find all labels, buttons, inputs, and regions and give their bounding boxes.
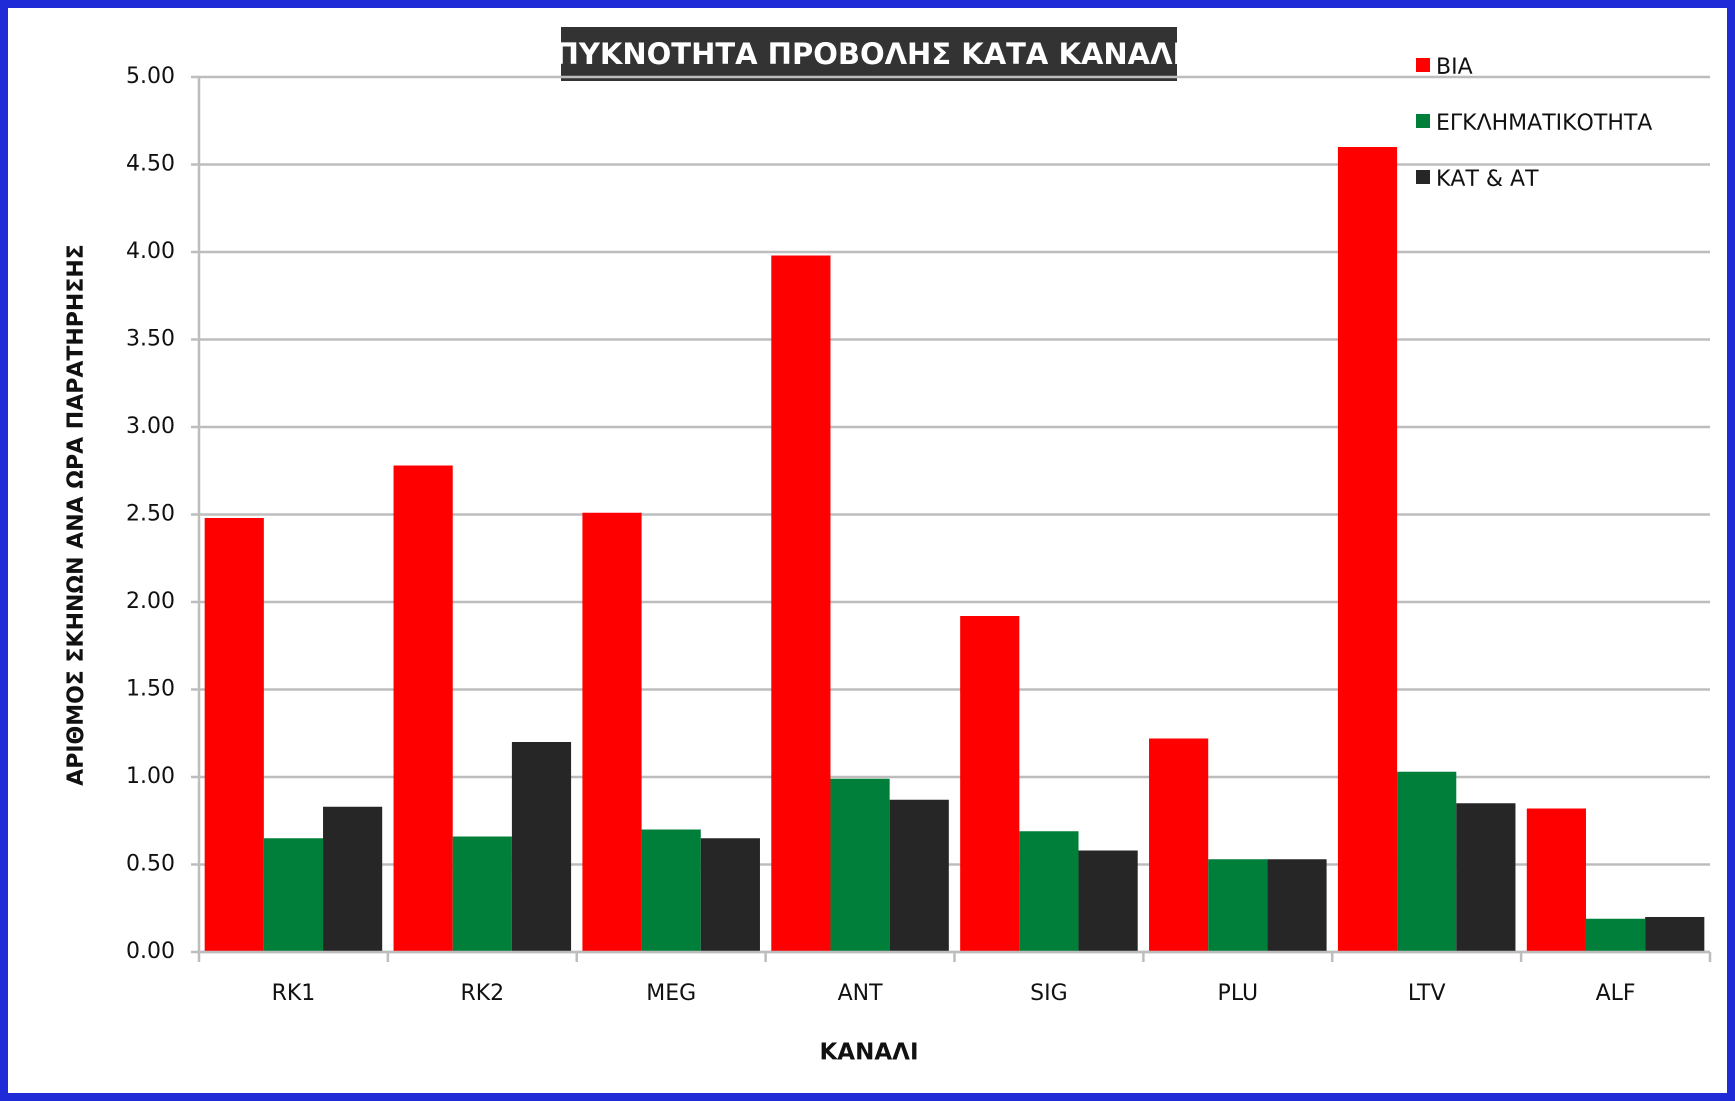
bar [889, 799, 949, 952]
legend-label: ΚΑΤ & ΑΤ [1436, 167, 1539, 192]
y-tick-label: 0.00 [126, 939, 175, 964]
bar [452, 836, 512, 952]
bar [1526, 808, 1586, 952]
bar [1337, 147, 1398, 952]
bar [1078, 850, 1138, 952]
bar [771, 255, 831, 952]
legend-swatch [1416, 114, 1430, 128]
y-tick-label: 4.50 [126, 152, 175, 177]
bar [1456, 803, 1516, 952]
bar [700, 838, 760, 952]
x-tick-label: ALF [1596, 981, 1636, 1006]
x-tick-label: PLU [1218, 981, 1259, 1006]
bar [263, 838, 324, 952]
bar [1149, 738, 1209, 952]
x-tick-label: ANT [838, 981, 884, 1006]
bar [204, 518, 264, 952]
bar [830, 778, 890, 952]
bar [393, 465, 453, 952]
bar [1267, 859, 1327, 952]
bar [582, 512, 642, 952]
bar [323, 806, 383, 952]
x-tick-label: RK1 [272, 981, 316, 1006]
legend-label: ΕΓΚΛΗΜΑΤΙΚΟΤΗΤΑ [1436, 111, 1652, 136]
legend-swatch [1416, 170, 1430, 184]
y-tick-label: 2.00 [126, 589, 175, 614]
chart-title: ΠΥΚΝΟΤΗΤΑ ΠΡΟΒΟΛΗΣ ΚΑΤΑ ΚΑΝΑΛΙ [555, 37, 1184, 71]
x-tick-label: MEG [646, 981, 696, 1006]
bar [1397, 771, 1457, 952]
y-axis-label: ΑΡΙΘΜΟΣ ΣΚΗΝΩΝ ΑΝΑ ΩΡΑ ΠΑΡΑΤΗΡΗΣΗΣ [64, 244, 89, 786]
x-tick-label: RK2 [460, 981, 504, 1006]
y-tick-label: 1.50 [126, 677, 175, 702]
bar [641, 829, 701, 952]
y-tick-label: 5.00 [126, 64, 175, 89]
bar [1019, 831, 1079, 952]
x-axis-label: ΚΑΝΑΛΙ [819, 1040, 918, 1066]
bar [1645, 917, 1705, 952]
y-tick-label: 3.00 [126, 414, 175, 439]
legend-swatch [1416, 58, 1430, 72]
x-tick-label: LTV [1408, 981, 1446, 1006]
bar [1208, 859, 1268, 952]
bar [1585, 918, 1646, 952]
y-tick-label: 2.50 [126, 502, 175, 527]
bar [960, 616, 1020, 952]
x-tick-label: SIG [1030, 981, 1068, 1006]
y-tick-label: 4.00 [126, 239, 175, 264]
y-tick-label: 0.50 [126, 852, 175, 877]
y-tick-label: 3.50 [126, 327, 175, 352]
title-box [561, 27, 1177, 81]
bar [511, 742, 572, 952]
legend-label: ΒΙΑ [1436, 55, 1473, 80]
y-tick-label: 1.00 [126, 764, 175, 789]
